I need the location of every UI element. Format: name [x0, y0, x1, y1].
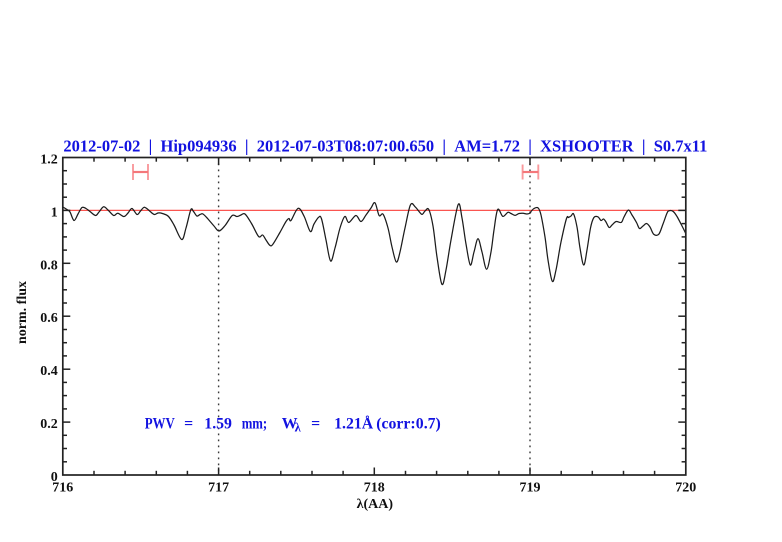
svg-text:0.6: 0.6	[40, 311, 58, 326]
svg-text:718: 718	[364, 480, 385, 495]
svg-text:norm. flux: norm. flux	[15, 281, 30, 344]
svg-text:1.21Å: 1.21Å	[334, 415, 374, 433]
svg-text:W: W	[282, 416, 298, 433]
svg-text:719: 719	[520, 480, 541, 495]
svg-text:720: 720	[675, 480, 696, 495]
svg-text:=: =	[184, 416, 193, 433]
svg-text:0.8: 0.8	[40, 258, 58, 273]
svg-text:0: 0	[51, 470, 58, 485]
svg-text:0.4: 0.4	[40, 364, 58, 379]
svg-text:0.7): 0.7)	[416, 416, 441, 433]
svg-text:717: 717	[208, 480, 229, 495]
svg-text:λ(AA): λ(AA)	[357, 497, 394, 512]
svg-text:mm;: mm;	[242, 416, 268, 433]
svg-text:716: 716	[52, 480, 73, 495]
svg-text:λ: λ	[295, 421, 302, 435]
svg-text:(corr:: (corr:	[376, 416, 415, 433]
svg-text:1.59: 1.59	[204, 416, 232, 433]
svg-text:=: =	[311, 416, 320, 433]
svg-text:PWV: PWV	[145, 416, 175, 433]
svg-text:1: 1	[51, 205, 58, 220]
svg-text:1.2: 1.2	[40, 153, 58, 168]
svg-text:2012-07-02 | Hip094936 | 2: 2012-07-02 | Hip094936 | 2012-07-03T08:0…	[63, 137, 707, 156]
svg-text:0.2: 0.2	[40, 417, 58, 432]
